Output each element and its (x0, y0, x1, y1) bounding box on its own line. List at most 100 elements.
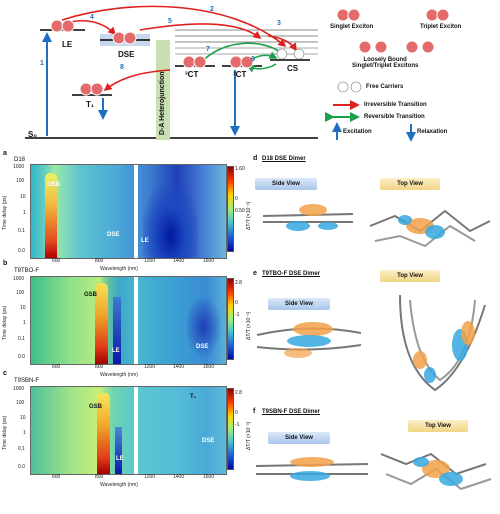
panel-c-title: T9SBN-F (14, 378, 40, 384)
legend-excitation: Excitation (343, 129, 372, 135)
ytick: 1000 (13, 164, 25, 170)
xtick: 600 (52, 364, 61, 370)
ytick: 0.1 (18, 228, 25, 234)
ytick: 0.0 (18, 354, 25, 360)
heterojunction-label: D-A Heterojunction (159, 71, 166, 135)
xtick: 600 (52, 474, 61, 480)
cbar-tick: 2.8 (235, 280, 242, 286)
transition-3: 3 (277, 20, 281, 27)
panel-b-xlabel: Wavelength (nm) (100, 372, 138, 378)
ytick: 100 (16, 178, 25, 184)
transition-4: 4 (90, 14, 94, 21)
xtick: 1600 (203, 258, 215, 264)
panel-b-dse: DSE (196, 344, 209, 350)
ytick: 0.0 (18, 248, 25, 254)
cbar-label: ΔT/T (×10⁻³) (246, 201, 252, 230)
cbar-tick: 0 (235, 196, 238, 202)
xtick: 1600 (203, 364, 215, 370)
panel-b-gsb: GSB (84, 292, 98, 298)
panel-c-gsb: GSB (89, 404, 103, 410)
panel-b-le: LE (112, 348, 120, 354)
panel-a-ylabel: Time delay (ps) (2, 195, 8, 230)
panel-c-letter: c (3, 370, 7, 377)
axis-break (134, 165, 138, 258)
panel-f-title: T9SBN-F DSE Dimer (262, 409, 321, 415)
transition-6: 6 (251, 56, 255, 63)
ytick: 10 (20, 194, 26, 200)
panel-c-xlabel: Wavelength (nm) (100, 482, 138, 488)
xtick: 1200 (144, 364, 156, 370)
transition-7: 7 (206, 46, 210, 53)
panel-a-gsb: GSB (47, 182, 61, 188)
legend-irreversible: Irreversible Transition (364, 102, 427, 108)
panel-d-top-view: Top View (380, 178, 440, 190)
d18-top-view-molecule (369, 209, 491, 248)
transition-8: 8 (120, 64, 124, 71)
cbar-tick: 0 (235, 410, 238, 416)
panel-b-title: T9TBO-F (14, 268, 39, 274)
state-le: LE (62, 40, 73, 49)
xtick: 800 (95, 474, 104, 480)
legend-relaxation: Relaxation (417, 129, 448, 135)
cbar-tick: 2.8 (235, 390, 242, 396)
panel-f-letter: f (253, 408, 256, 415)
panel-a-letter: a (3, 150, 7, 157)
panel-a-le: LE (141, 238, 149, 244)
xtick: 1400 (173, 364, 185, 370)
ytick: 1000 (13, 386, 25, 392)
ytick: 0.1 (18, 336, 25, 342)
legend-loosely-bound: Loosely Bound Singlet/Triplet Excitons (352, 57, 419, 69)
d18-side-view-molecule (262, 204, 354, 231)
axis-break (134, 387, 138, 474)
heatmap-b (30, 276, 227, 365)
transition-2: 2 (210, 6, 214, 13)
xtick: 1200 (144, 474, 156, 480)
heatmap-c (30, 386, 227, 475)
legend-triplet: Triplet Exciton (420, 24, 462, 30)
state-t1: T₁ (86, 100, 95, 109)
gsb-band (97, 393, 110, 474)
xtick: 1400 (173, 258, 185, 264)
panel-b-letter: b (3, 260, 8, 267)
panel-c-ylabel: Time delay (ps) (2, 415, 8, 450)
state-3ct: ³CT (185, 70, 199, 79)
panel-d-side-view: Side View (255, 178, 317, 190)
cbar-tick: 0.50 (235, 208, 245, 214)
energy-scheme (25, 5, 450, 142)
legend-reversible: Reversible Transition (364, 114, 425, 120)
xtick: 1200 (144, 258, 156, 264)
xtick: 600 (52, 258, 61, 264)
ytick: 10 (20, 415, 26, 421)
state-cs: CS (287, 64, 299, 73)
panel-e-top-view: Top View (380, 270, 440, 282)
ytick: 10 (20, 305, 26, 311)
t9sbn-side-view-molecule (255, 457, 369, 481)
axis-break (134, 277, 138, 364)
gsb-band (45, 173, 57, 258)
gsb-band (95, 283, 108, 364)
legend-free-carriers: Free Carriers (366, 84, 404, 90)
panel-d-title: D18 DSE Dimer (262, 156, 306, 162)
panel-f-side-view: Side View (268, 432, 330, 444)
panel-e-letter: e (253, 270, 257, 277)
colorbar-c (227, 388, 234, 470)
ytick: 1 (23, 320, 26, 326)
panel-a-title: D18 (14, 157, 26, 163)
panel-e-side-view: Side View (268, 298, 330, 310)
heatmap-a (30, 164, 227, 259)
ytick: 1 (23, 210, 26, 216)
panel-e-title: T9TBO-F DSE Dimer (262, 271, 321, 277)
panel-b-ylabel: Time delay (ps) (2, 305, 8, 340)
t9sbn-top-view-molecule (380, 452, 492, 491)
colorbar-a (227, 166, 234, 252)
cbar-tick: -1 (235, 422, 240, 428)
panel-c-t1: T₁ (190, 394, 197, 400)
cbar-label: ΔT/T (×10⁻³) (246, 421, 252, 450)
ytick: 1000 (13, 276, 25, 282)
ytick: 100 (16, 290, 25, 296)
ytick: 1 (23, 430, 26, 436)
panel-a-dse: DSE (107, 232, 120, 238)
cbar-tick: 1.60 (235, 166, 245, 172)
panel-d-letter: d (253, 155, 258, 162)
panel-c-dse: DSE (202, 438, 215, 444)
